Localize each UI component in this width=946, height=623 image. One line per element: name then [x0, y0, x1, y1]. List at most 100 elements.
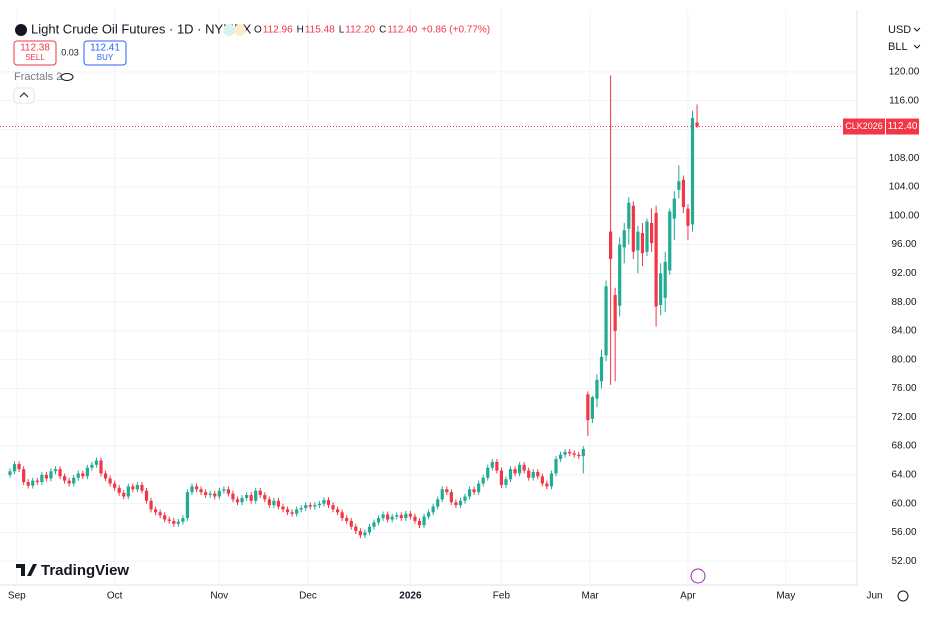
candle-body — [213, 493, 217, 497]
y-tick-label: 60.00 — [891, 498, 916, 509]
candle-body — [349, 520, 353, 527]
candle-body — [53, 469, 58, 472]
buy-button[interactable] — [83, 40, 127, 66]
currency-button[interactable] — [882, 21, 926, 39]
events-icon[interactable] — [690, 568, 706, 584]
indicator-name: Fractals 2 — [14, 71, 62, 83]
candle-body — [63, 476, 67, 481]
delay-icon — [234, 24, 246, 36]
candle-body — [563, 451, 567, 455]
settings-icon[interactable] — [897, 590, 909, 602]
candle-body — [445, 489, 449, 493]
candle-body — [181, 518, 185, 522]
candle-body — [645, 221, 649, 252]
legend-key: O — [254, 25, 262, 36]
candle-body — [108, 478, 112, 484]
candle-body — [427, 512, 431, 517]
candle-body — [463, 496, 467, 501]
x-tick-label: Sep — [8, 591, 26, 602]
collapse-icon — [19, 92, 29, 98]
buy-price: 112.41 — [90, 43, 120, 54]
last-price-bg — [886, 118, 919, 135]
candle-body — [404, 513, 408, 519]
x-tick-label: Mar — [582, 591, 600, 602]
candle-body — [549, 473, 554, 487]
chart-title: Light Crude Oil Futures · 1D · NYMEX — [31, 21, 252, 36]
candle-body — [586, 394, 590, 421]
candle-body — [240, 497, 244, 503]
candle-body — [194, 486, 199, 490]
candle-body — [217, 490, 221, 497]
candle-body — [281, 506, 285, 510]
candle-body — [622, 230, 626, 248]
candle-body — [495, 461, 499, 471]
candle-body — [481, 477, 485, 484]
candle-body — [472, 489, 476, 493]
legend-key: C — [379, 25, 386, 36]
sell-price: 112.38 — [20, 43, 50, 54]
candle-body — [672, 198, 676, 219]
candle-body — [558, 454, 563, 460]
candle-body — [245, 495, 249, 498]
candle-body — [417, 520, 422, 526]
y-tick-label: 56.00 — [891, 527, 916, 538]
candle-body — [627, 202, 631, 229]
candle-body — [363, 532, 367, 536]
candle-body — [340, 512, 344, 519]
candle-body — [31, 480, 35, 486]
legend-change: +0.86 (+0.77%) — [421, 25, 490, 36]
y-tick-label: 64.00 — [891, 470, 916, 481]
candle-body — [659, 273, 663, 306]
symbol-icon — [15, 24, 27, 36]
sell-button[interactable] — [13, 40, 57, 66]
candle-body — [172, 520, 176, 524]
candle-body — [408, 513, 412, 517]
spread: 0.03 — [61, 47, 79, 57]
candle-body — [572, 453, 576, 455]
ohlc-legend: O 112.96 H 115.48 L 112.20 C 112.40 +0.86 (+0.77… — [254, 25, 490, 36]
candle-body — [477, 483, 481, 493]
candle-body — [299, 507, 303, 510]
candle-body — [35, 480, 39, 483]
candle-body — [504, 479, 508, 485]
candle-body — [304, 505, 308, 508]
candle-body — [12, 464, 17, 472]
sell-label: SELL — [25, 53, 45, 62]
candle-body — [536, 472, 540, 477]
buy-label: BUY — [97, 53, 114, 62]
candle-body — [208, 493, 212, 496]
candle-body — [40, 474, 44, 483]
candle-body — [317, 503, 321, 506]
x-tick-label: Dec — [299, 591, 317, 602]
collapse-button[interactable] — [13, 87, 35, 104]
candle-body — [686, 208, 690, 226]
candle-body — [381, 514, 385, 519]
candle-body — [631, 205, 635, 252]
y-tick-label: 80.00 — [891, 354, 916, 365]
candle-body — [436, 499, 440, 507]
candle-body — [235, 499, 240, 503]
candle-body — [99, 460, 103, 474]
visibility-toggle[interactable] — [60, 73, 74, 81]
y-tick-label: 116.00 — [889, 95, 919, 106]
x-tick-label: Feb — [493, 591, 511, 602]
y-tick-label: 84.00 — [891, 326, 916, 337]
candle-body — [345, 518, 349, 521]
legend-value: 112.40 — [387, 25, 417, 36]
candle-body — [76, 473, 80, 478]
candle-body — [486, 467, 490, 478]
status-icon — [223, 24, 235, 36]
candle-body — [618, 244, 622, 306]
candle-body — [336, 509, 340, 513]
candle-body — [85, 467, 89, 477]
candle-body — [358, 531, 362, 536]
y-tick-label: 96.00 — [891, 239, 916, 250]
candle-body — [399, 515, 403, 519]
candle-body — [490, 461, 494, 468]
candle-body — [413, 516, 417, 521]
y-tick-label: 100.00 — [889, 210, 920, 221]
candle-body — [113, 483, 117, 488]
candle-body — [290, 512, 294, 514]
candle-body — [649, 222, 654, 244]
candle-body — [167, 519, 171, 521]
